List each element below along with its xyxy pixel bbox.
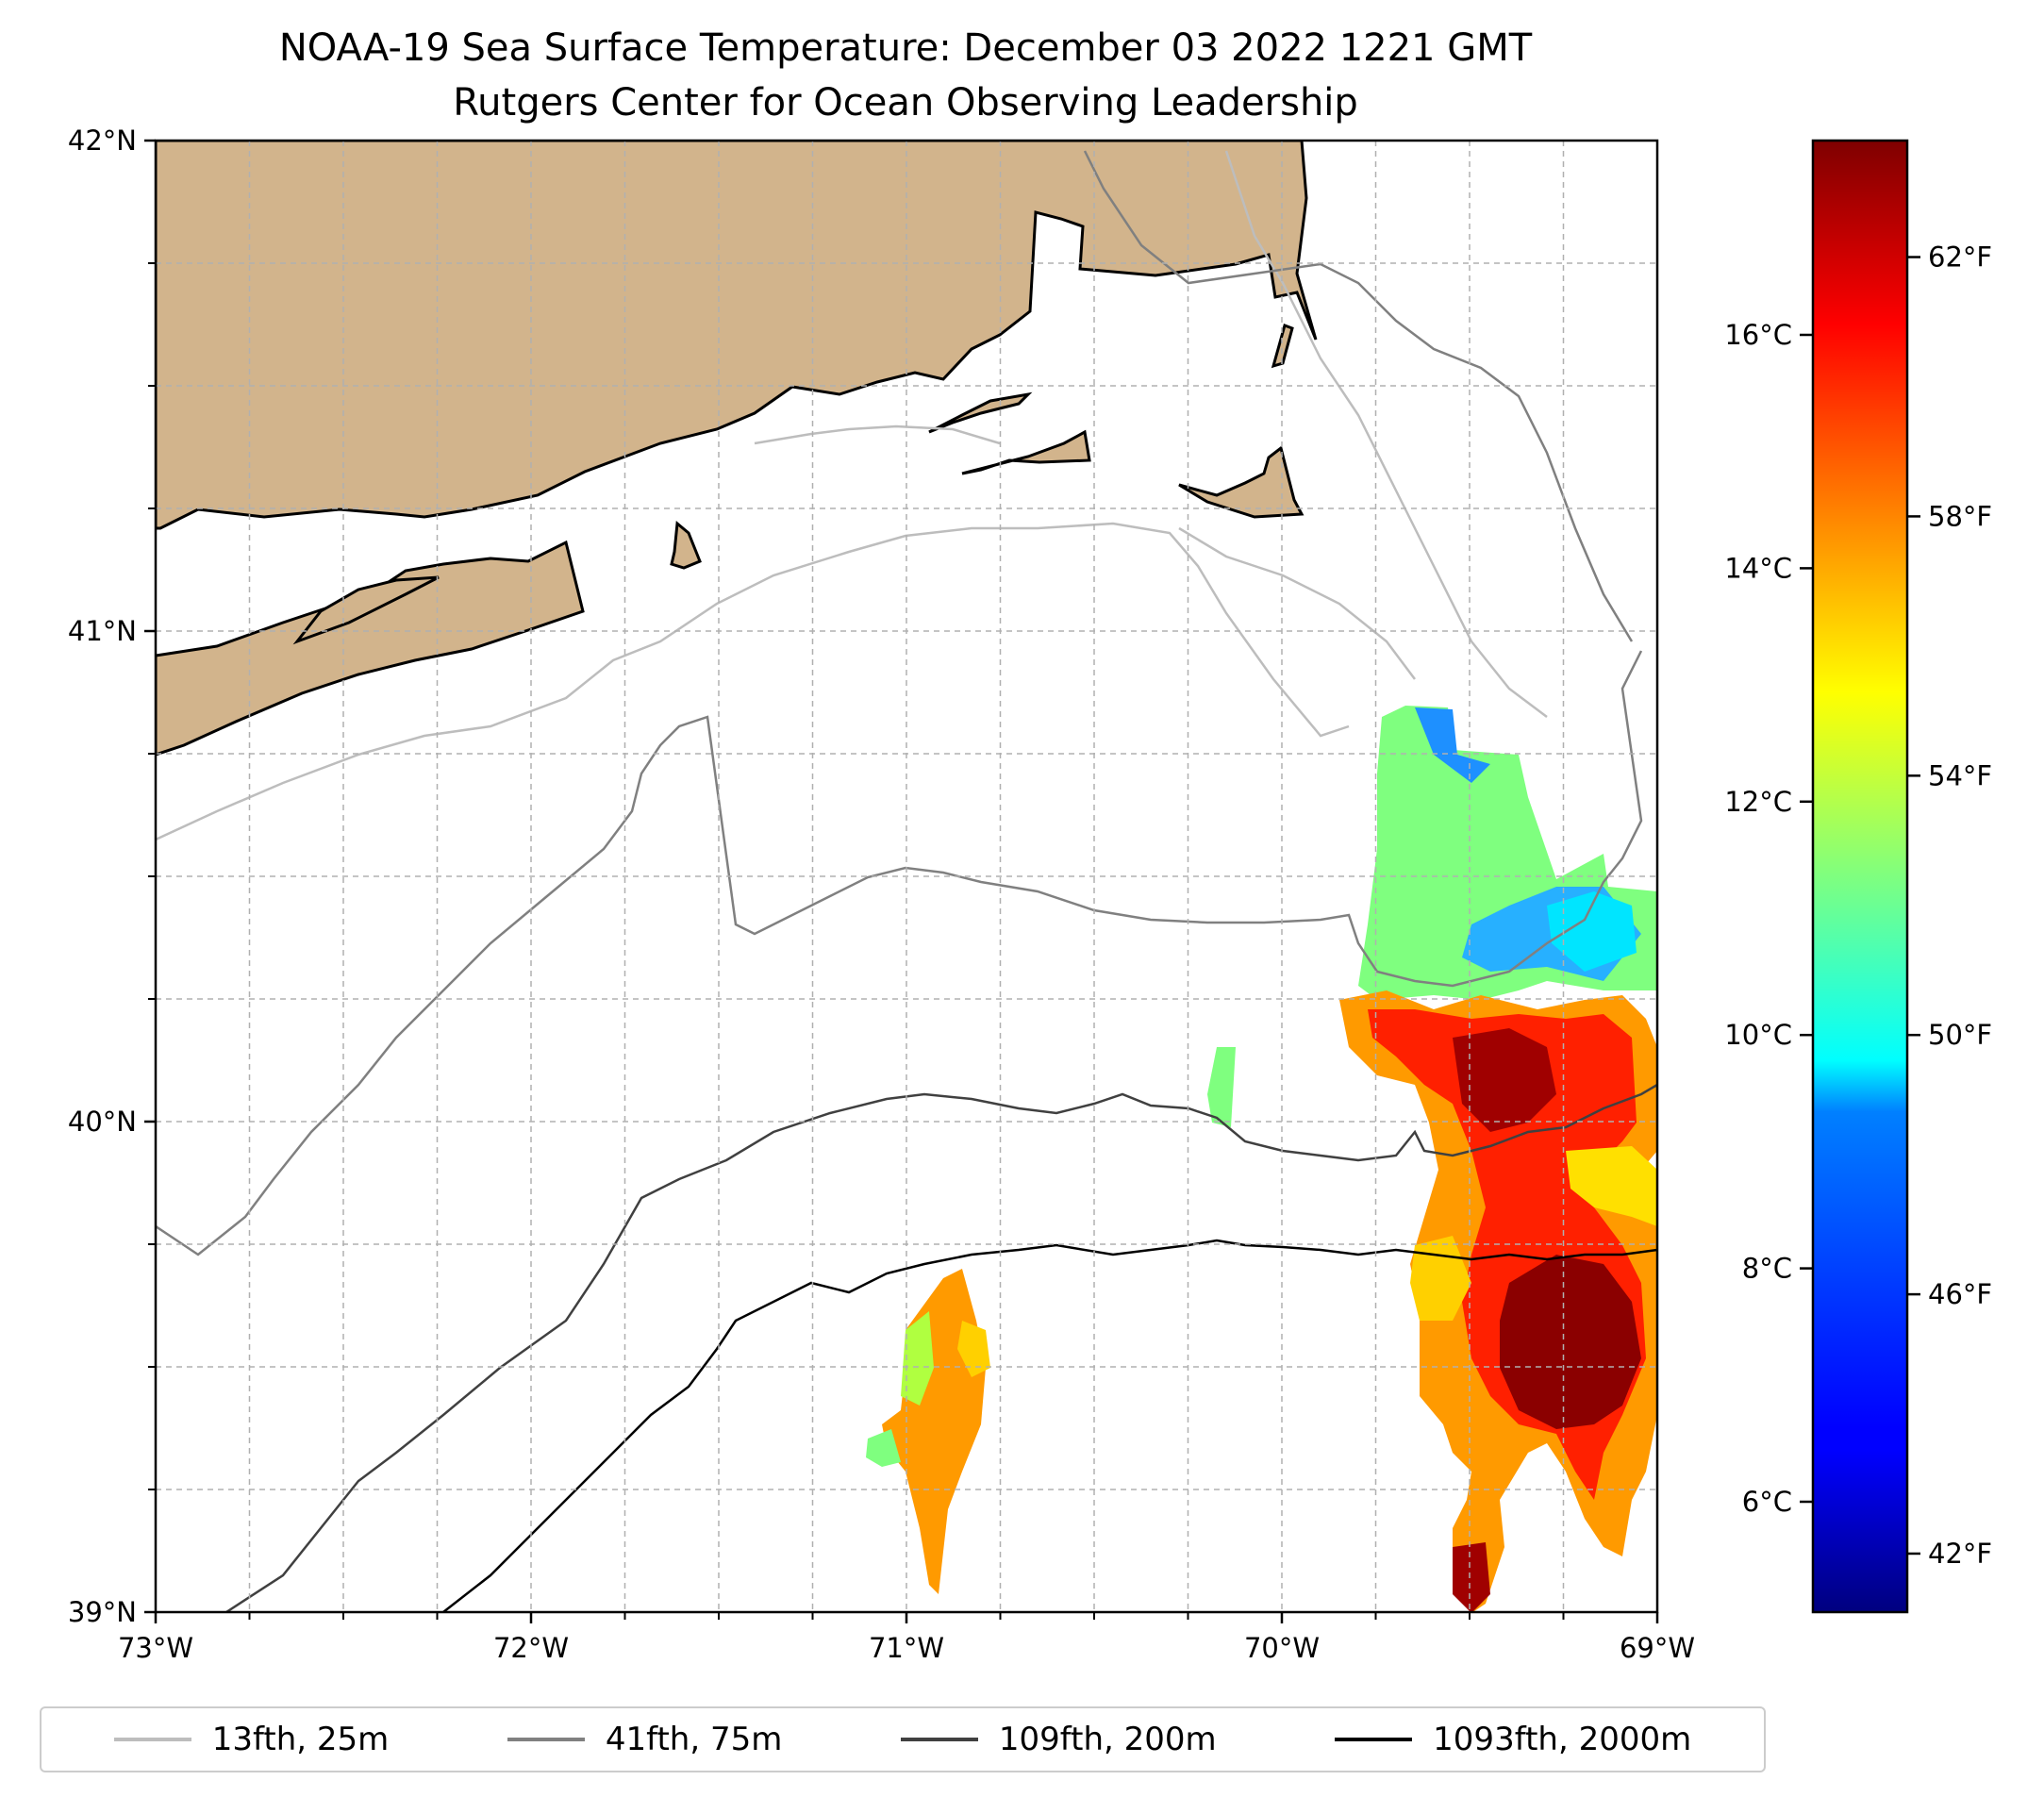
contour-2000m	[442, 1239, 1657, 1612]
contour-25m-ri	[754, 424, 1001, 445]
colorbar-f-tick-label: 54°F	[1928, 759, 1992, 791]
map-title: NOAA-19 Sea Surface Temperature: Decembe…	[279, 26, 1533, 70]
lon-tick-label: 72°W	[493, 1632, 569, 1664]
legend-label-2000m: 1093fth, 2000m	[1433, 1721, 1692, 1758]
colorbar-fahrenheit-axis: 62°F 58°F 54°F 50°F 46°F 42°F	[1907, 241, 1992, 1570]
sst-patch-sw-green-b	[866, 1429, 901, 1467]
map-subtitle: Rutgers Center for Ocean Observing Leade…	[453, 81, 1358, 125]
gridlines	[156, 141, 1657, 1612]
sst-patch-yellow	[1566, 1146, 1657, 1226]
contour-25m-georges	[1224, 150, 1548, 718]
legend-swatch-75m	[507, 1738, 585, 1741]
colorbar-c-tick-label: 12°C	[1724, 786, 1792, 818]
lon-tick-label: 71°W	[869, 1632, 944, 1664]
sst-patch-darkred-core	[1500, 1255, 1641, 1429]
colorbar-f-tick-label: 58°F	[1928, 500, 1992, 532]
legend-item-75m: 41fth, 75m	[507, 1721, 783, 1758]
contour-25m-inshore	[156, 522, 1350, 841]
sst-patch-darkred-upper	[1453, 1028, 1556, 1132]
minor-ticks	[148, 262, 1565, 1620]
contour-200m	[225, 1083, 1657, 1612]
legend-label-200m: 109fth, 200m	[998, 1721, 1217, 1758]
legend-item-25m: 13fth, 25m	[113, 1721, 390, 1758]
legend-item-2000m: 1093fth, 2000m	[1335, 1721, 1691, 1758]
sst-patch-green-strip	[1207, 1047, 1236, 1127]
colorbar-c-tick-label: 14°C	[1724, 552, 1792, 584]
colorbar-celsius-axis: 16°C 14°C 12°C 10°C 8°C 6°C	[1724, 319, 1813, 1518]
land-monomoy	[1271, 324, 1294, 369]
land-block-island	[670, 521, 702, 570]
colorbar-f-tick-label: 46°F	[1928, 1278, 1992, 1310]
legend-swatch-25m	[113, 1738, 191, 1741]
contour-75m	[156, 650, 1643, 1256]
colorbar-f-tick-label: 50°F	[1928, 1019, 1992, 1051]
longitude-axis: 73°W 72°W 71°W 70°W 69°W	[118, 1612, 1695, 1664]
sst-patch-darkred-south	[1453, 1542, 1490, 1612]
contour-25m-nantucket-shoals	[1178, 526, 1416, 680]
contour-legend: 13fth, 25m 41fth, 75m 109fth, 200m 1093f…	[40, 1706, 1766, 1772]
colorbar-f-tick-label: 62°F	[1928, 241, 1992, 274]
map-plot-area	[156, 141, 1657, 1612]
legend-swatch-200m	[900, 1738, 978, 1741]
contour-75m-upper	[1083, 150, 1634, 642]
land-nantucket	[1178, 445, 1305, 519]
sst-patch-sw-yellow	[957, 1321, 990, 1377]
lat-tick-label: 39°N	[68, 1596, 137, 1628]
lon-tick-label: 73°W	[118, 1632, 193, 1664]
land-elizabeth-islands	[928, 391, 1033, 434]
sst-patch-blue-edge-a	[1415, 707, 1490, 783]
land-marthas-vineyard	[961, 429, 1091, 475]
colorbar-f-tick-label: 42°F	[1928, 1538, 1992, 1570]
legend-swatch-2000m	[1335, 1738, 1413, 1741]
sst-patch-cyan	[1547, 891, 1637, 972]
contours-layer	[156, 150, 1657, 1612]
colorbar-c-tick-label: 16°C	[1724, 319, 1792, 351]
lat-tick-label: 41°N	[68, 615, 137, 647]
land-long-island-east	[292, 575, 440, 645]
latitude-axis: 42°N 41°N 40°N 39°N	[68, 125, 156, 1628]
colorbar	[1811, 139, 1909, 1614]
lat-tick-label: 40°N	[68, 1106, 137, 1138]
legend-label-25m: 13fth, 25m	[211, 1721, 390, 1758]
land-layer	[156, 141, 1318, 757]
colorbar-c-tick-label: 6°C	[1742, 1486, 1792, 1518]
legend-label-75m: 41fth, 75m	[605, 1721, 783, 1758]
legend-item-200m: 109fth, 200m	[900, 1721, 1217, 1758]
lon-tick-label: 70°W	[1244, 1632, 1320, 1664]
colorbar-c-tick-label: 10°C	[1724, 1019, 1792, 1051]
land-new-england	[156, 141, 1318, 530]
lat-tick-label: 42°N	[68, 125, 137, 157]
lon-tick-label: 69°W	[1620, 1632, 1695, 1664]
colorbar-c-tick-label: 8°C	[1742, 1253, 1792, 1285]
sst-patch-sw-green-a	[901, 1311, 934, 1406]
